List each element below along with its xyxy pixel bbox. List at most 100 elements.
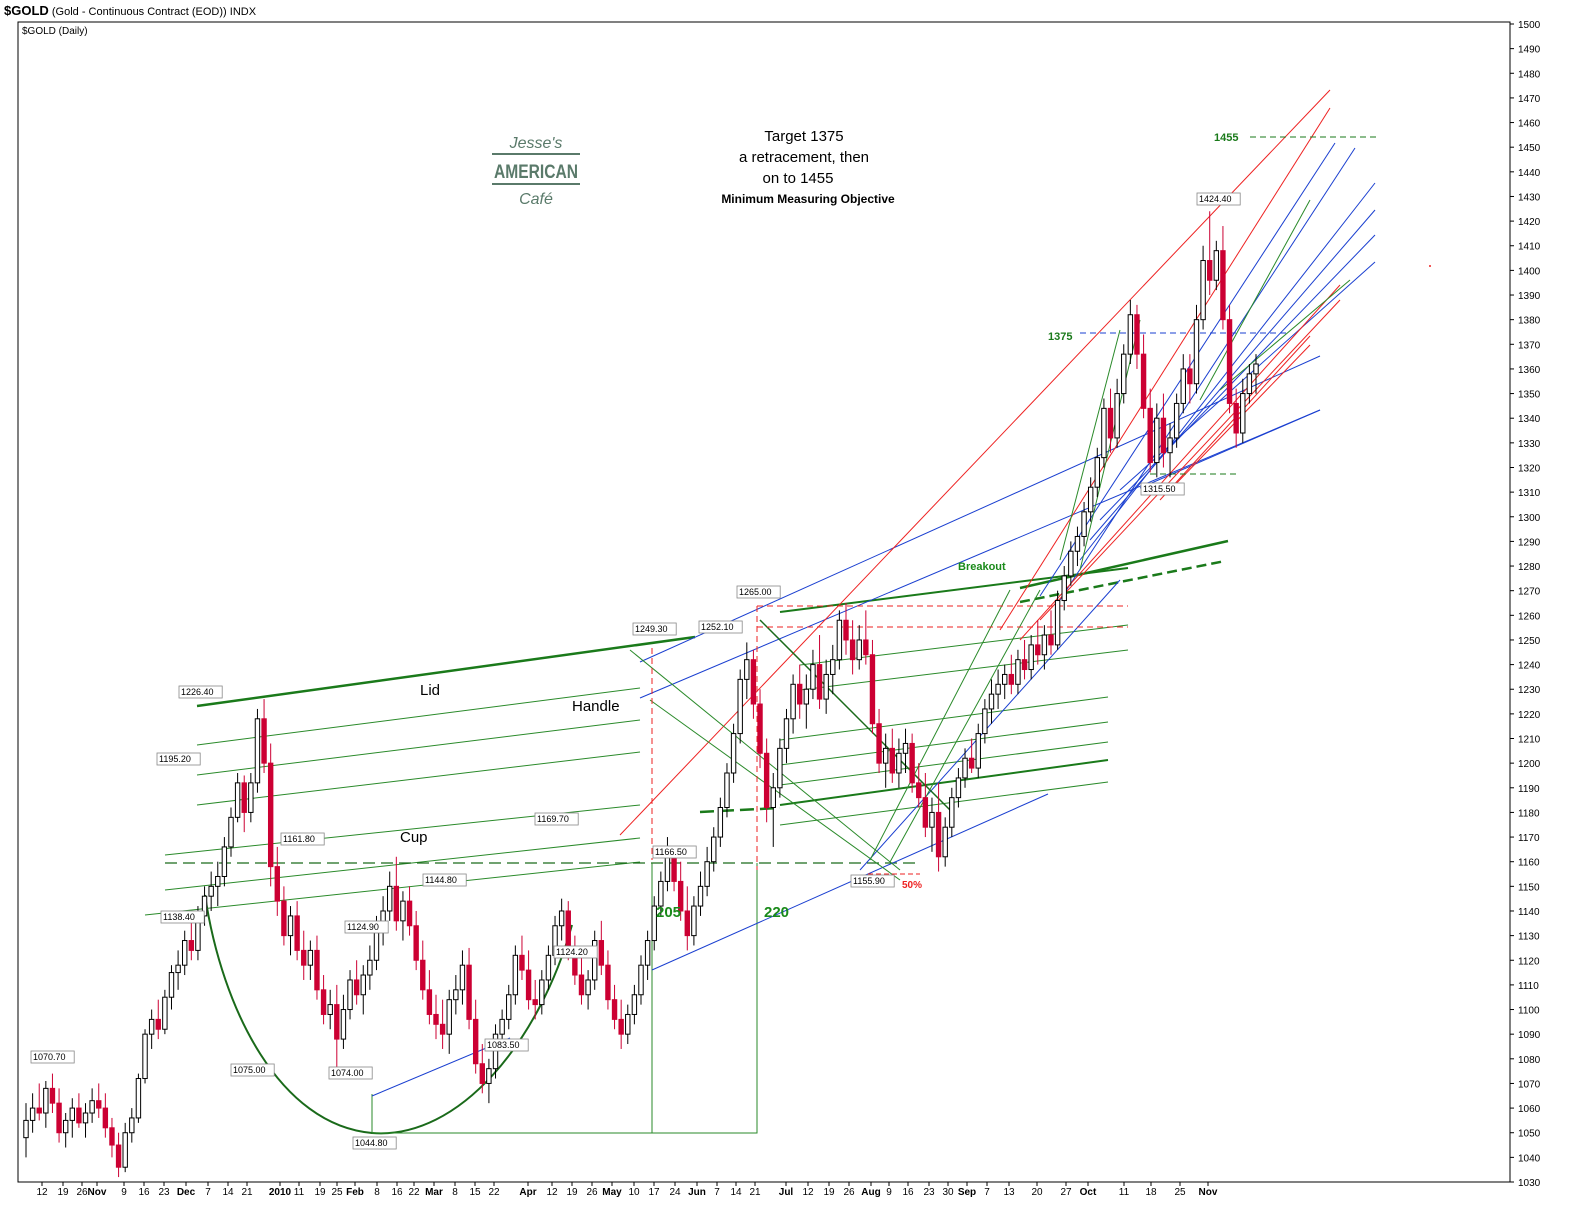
candle — [810, 649, 816, 700]
x-tick-label: Nov — [1199, 1187, 1218, 1198]
candle — [1021, 639, 1028, 680]
x-tick-label: 19 — [566, 1187, 578, 1198]
candle — [525, 950, 532, 1010]
y-tick-label: 1380 — [1518, 316, 1541, 327]
x-tick-label: 13 — [1003, 1187, 1015, 1198]
y-tick-label: 1040 — [1518, 1153, 1541, 1164]
x-tick-label: 27 — [1060, 1187, 1072, 1198]
candle — [790, 674, 796, 734]
candle — [902, 728, 909, 774]
candle — [294, 901, 300, 961]
x-tick-label: 22 — [488, 1187, 500, 1198]
price-tag: 1075.00 — [230, 1063, 275, 1077]
target-1455-label: 1455 — [1214, 132, 1238, 144]
target-line3: on to 1455 — [763, 170, 834, 187]
svg-text:1083.50: 1083.50 — [487, 1040, 520, 1050]
candle — [439, 999, 446, 1049]
candle — [221, 837, 228, 887]
y-tick-label: 1210 — [1518, 735, 1541, 746]
fan-line — [799, 624, 1129, 666]
green-diag — [869, 589, 1011, 861]
candle — [697, 871, 704, 916]
svg-text:1124.90: 1124.90 — [347, 922, 379, 932]
candle — [1240, 378, 1246, 443]
candle — [175, 950, 181, 990]
y-tick-label: 1410 — [1518, 242, 1541, 253]
y-tick-label: 1190 — [1518, 784, 1540, 795]
candle — [1160, 393, 1167, 468]
price-tags: 1070.70 1226.40 1195.20 1138.40 1161.80 1075.… — [30, 192, 1241, 1150]
lid-label: Lid — [420, 682, 440, 699]
y-tick-label: 1160 — [1518, 858, 1540, 869]
candle — [988, 679, 995, 724]
candle — [955, 768, 962, 808]
green-diag — [889, 589, 1041, 863]
candle — [307, 940, 314, 980]
candle — [248, 773, 254, 823]
x-tick-label: 24 — [669, 1187, 681, 1198]
blue-channel — [1059, 147, 1356, 601]
candle — [876, 708, 882, 774]
candle — [76, 1093, 82, 1128]
price-tag: 1161.80 — [280, 832, 325, 846]
candle — [69, 1098, 75, 1138]
price-tag: 1226.40 — [178, 685, 223, 699]
jesses-americain-cafe-logo: Jesse's AMERICAN Café — [492, 135, 580, 208]
candle — [506, 984, 512, 1030]
candle — [281, 886, 287, 946]
candle — [453, 975, 459, 1015]
candle — [1094, 447, 1100, 498]
y-tick-label: 1360 — [1518, 365, 1541, 376]
y-tick-label: 1500 — [1518, 20, 1541, 31]
x-tick-label: 25 — [1174, 1187, 1186, 1198]
x-tick-label: 9 — [121, 1187, 127, 1198]
candle — [459, 950, 466, 1005]
candle — [1147, 388, 1153, 473]
y-tick-label: 1060 — [1518, 1104, 1541, 1115]
measure-205-label: 205 — [656, 904, 681, 921]
x-tick-label: 22 — [408, 1187, 420, 1198]
y-tick-label: 1340 — [1518, 414, 1541, 425]
candle — [909, 733, 915, 793]
x-tick-label: 15 — [469, 1187, 481, 1198]
candle — [446, 989, 452, 1054]
candle — [1087, 477, 1094, 522]
y-tick-label: 1260 — [1518, 611, 1541, 622]
green-diag — [1059, 329, 1121, 561]
candle — [1074, 526, 1081, 567]
breakout-line — [1019, 559, 1226, 604]
y-tick-label: 1120 — [1518, 956, 1540, 967]
candle — [968, 738, 975, 774]
candle — [611, 984, 618, 1030]
candle — [763, 738, 770, 823]
candle — [129, 1108, 135, 1143]
breakout-line — [1019, 539, 1229, 590]
candle — [1008, 654, 1015, 695]
y-tick-label: 1370 — [1518, 340, 1541, 351]
handle-dash — [699, 806, 781, 814]
svg-text:1124.20: 1124.20 — [556, 947, 588, 957]
candle — [1035, 620, 1041, 665]
candle — [777, 738, 783, 798]
candle — [433, 994, 439, 1040]
candle — [1213, 240, 1220, 291]
candle — [1233, 388, 1239, 448]
candle — [1101, 398, 1107, 468]
candle — [228, 807, 234, 857]
candle — [387, 871, 393, 921]
candle — [830, 644, 836, 695]
blue-channel — [1089, 209, 1376, 541]
symbol: $GOLD — [4, 3, 49, 18]
x-tick-label: 7 — [984, 1187, 990, 1198]
price-tag: 1144.80 — [422, 873, 467, 887]
target-note: Target 1375 a retracement, then on to 14… — [721, 128, 895, 206]
candle — [730, 723, 737, 783]
y-tick-label: 1230 — [1518, 685, 1541, 696]
y-tick-label: 1200 — [1518, 759, 1541, 770]
candle — [843, 603, 849, 655]
candle — [347, 970, 353, 1020]
candle — [234, 773, 241, 823]
y-tick-label: 1070 — [1518, 1079, 1541, 1090]
y-tick-label: 1100 — [1518, 1006, 1540, 1017]
x-tick-label: Apr — [519, 1187, 536, 1198]
